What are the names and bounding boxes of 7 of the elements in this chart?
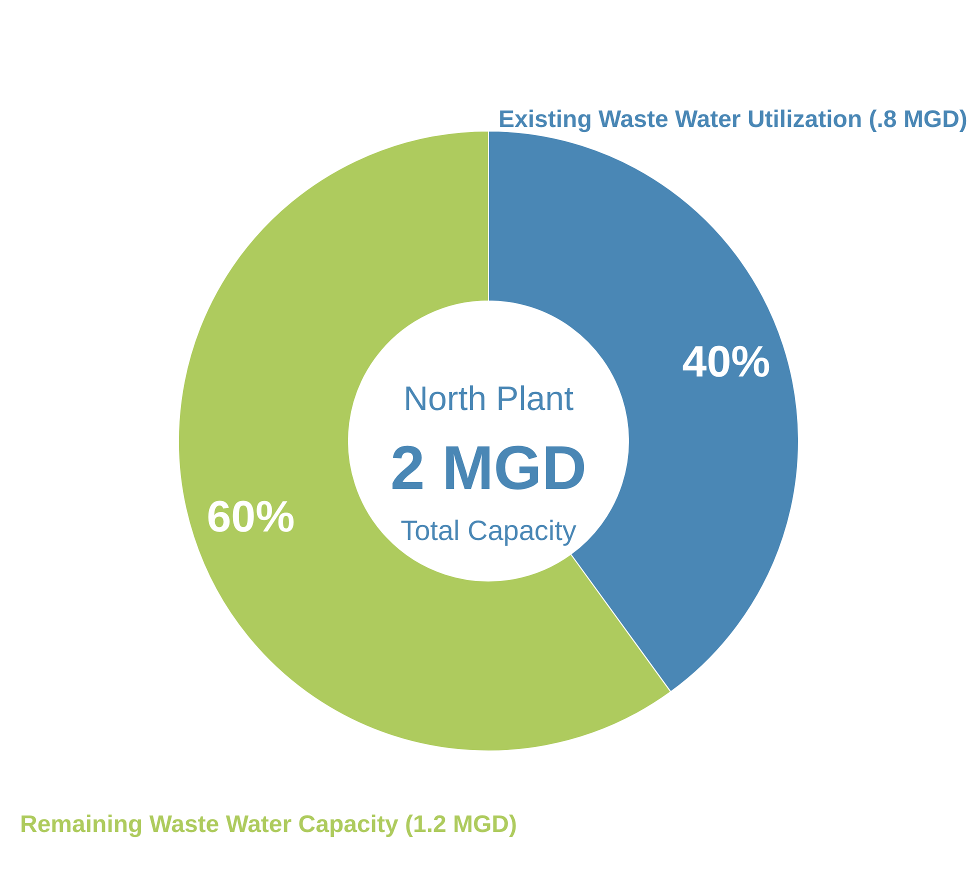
slice-label: Existing Waste Water Utilization (.8 MGD) bbox=[498, 106, 968, 133]
text: 2 MGD bbox=[390, 434, 587, 503]
slice-label: Remaining Waste Water Capacity (1.2 MGD) bbox=[20, 811, 517, 838]
data-label: 40% bbox=[682, 338, 770, 387]
text: North Plant bbox=[403, 380, 574, 418]
data-label: 60% bbox=[206, 492, 295, 542]
text: Total Capacity bbox=[400, 515, 576, 546]
